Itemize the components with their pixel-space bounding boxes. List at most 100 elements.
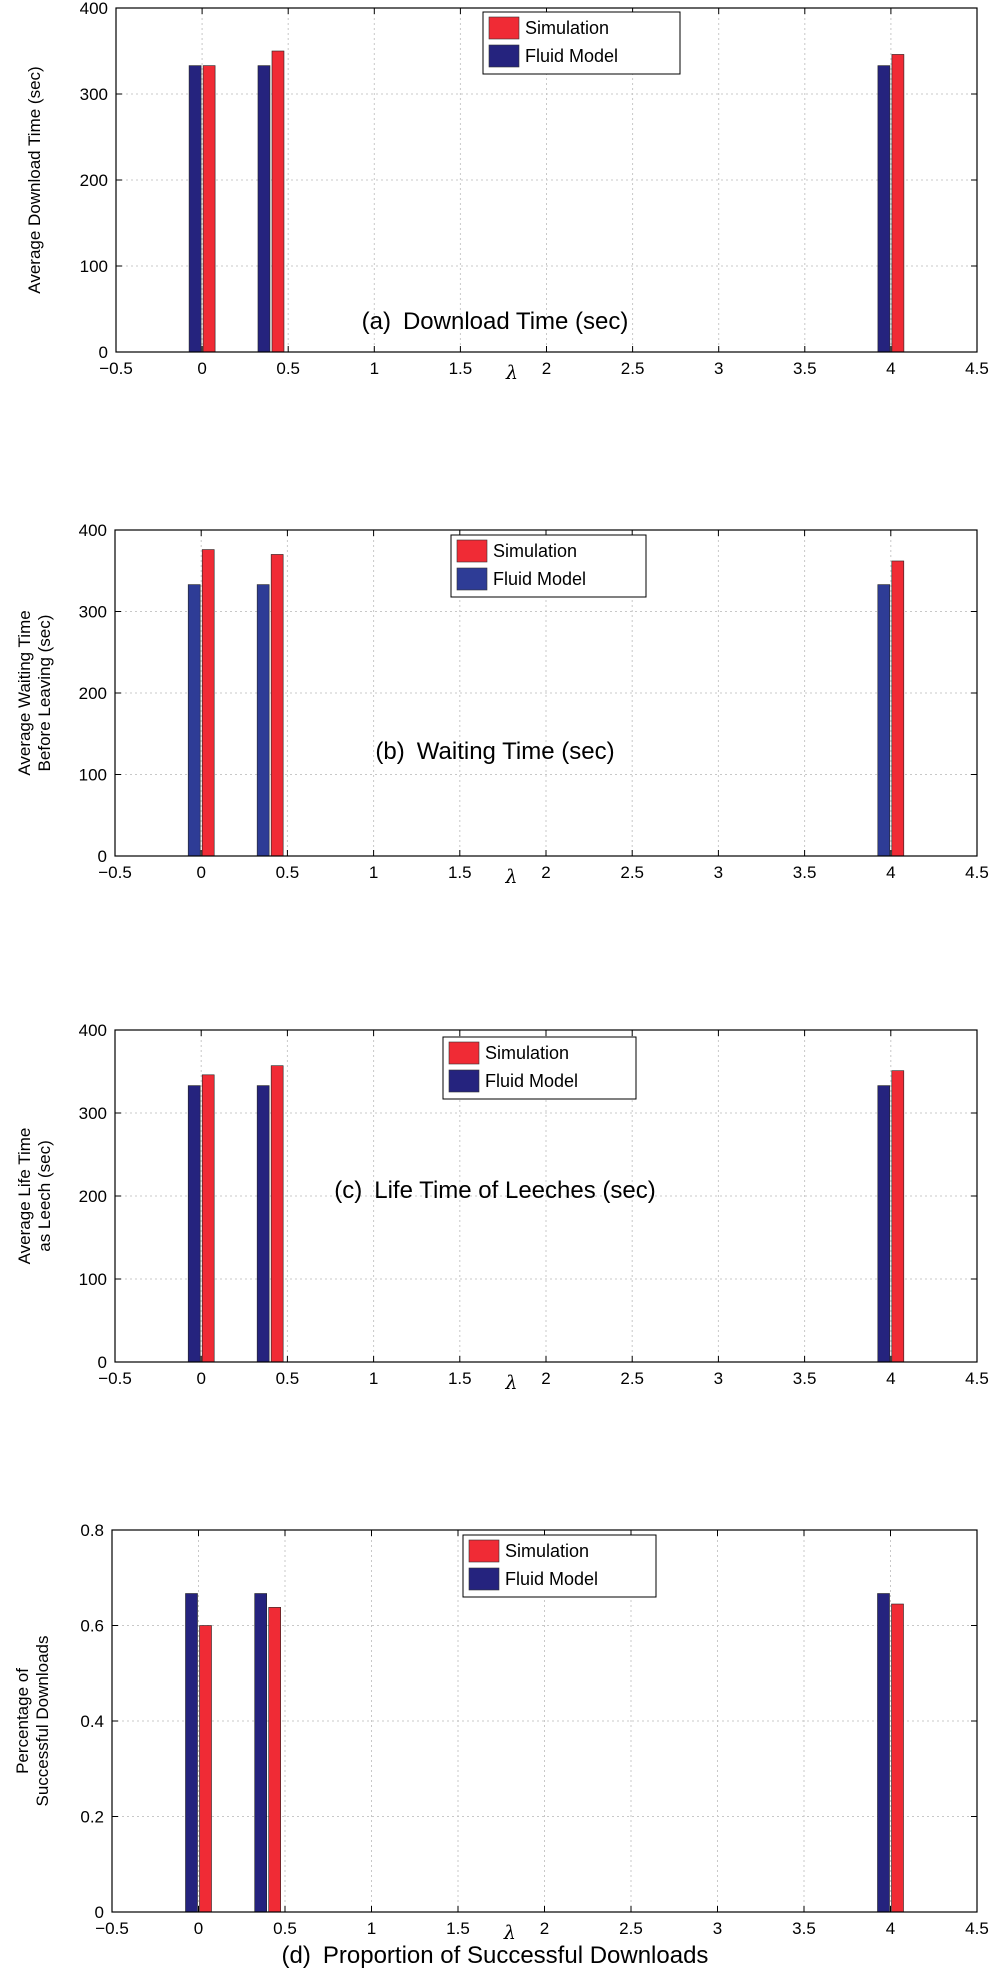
x-tick-label-d-2: 0.5 (273, 1919, 297, 1938)
x-tick-label-a-3: 1 (370, 359, 379, 378)
y-tick-label-d-1: 0.2 (80, 1808, 104, 1827)
caption-c-tag: (c) (334, 1177, 363, 1204)
y-tick-label-b-4: 400 (79, 521, 107, 540)
caption-d-tag: (d) (281, 1942, 311, 1969)
y-axis-label-b: Average Waiting TimeBefore Leaving (sec) (15, 610, 54, 775)
caption-a-text: Download Time (sec) (402, 308, 629, 335)
y-tick-label-b-1: 100 (79, 766, 107, 785)
x-tick-label-a-7: 3 (714, 359, 723, 378)
x-axis-label-c: λ (504, 1372, 517, 1394)
caption-d-text: Proportion of Successful Downloads (322, 1942, 709, 1969)
x-axis-label-a: λ (505, 362, 518, 384)
x-tick-label-a-1: 0 (197, 359, 206, 378)
x-tick-label-c-1: 0 (196, 1369, 205, 1388)
x-tick-label-c-5: 2 (541, 1369, 550, 1388)
x-axis-label-d: λ (503, 1922, 516, 1944)
bar-d-simulation-1 (268, 1607, 282, 1913)
y-tick-label-c-1: 100 (79, 1270, 107, 1289)
y-tick-label-b-0: 0 (98, 847, 107, 866)
x-tick-label-d-4: 1.5 (446, 1919, 470, 1938)
x-tick-label-d-8: 3.5 (792, 1919, 816, 1938)
y-axis-label-line-a-0: Average Download Time (sec) (25, 66, 44, 293)
x-tick-label-d-9: 4 (886, 1919, 895, 1938)
x-tick-label-a-9: 4 (886, 359, 895, 378)
y-axis-label-d: Percentage ofSuccessful Downloads (13, 1635, 52, 1806)
bar-d-fluid-model-0 (185, 1593, 198, 1913)
y-tick-label-d-3: 0.6 (80, 1617, 104, 1636)
caption-c-text: Life Time of Leeches (sec) (374, 1177, 656, 1204)
caption-b-text: Waiting Time (sec) (416, 738, 615, 765)
caption-d: (d) Proportion of Successful Downloads (0, 1942, 990, 1970)
x-tick-label-b-0: −0.5 (98, 863, 132, 882)
y-tick-label-b-2: 200 (79, 684, 107, 703)
bar-d-simulation-2 (891, 1603, 904, 1913)
x-tick-label-b-7: 3 (714, 863, 723, 882)
legend-swatch-c-fluid-model (448, 1069, 480, 1093)
x-tick-label-b-2: 0.5 (276, 863, 300, 882)
legend-label-c-fluid-model: Fluid Model (485, 1071, 578, 1091)
x-tick-label-d-7: 3 (713, 1919, 722, 1938)
legend-swatch-d-fluid-model (468, 1567, 500, 1591)
y-axis-label-c: Average Life Timeas Leech (sec) (15, 1128, 54, 1265)
legend-swatch-d-simulation (468, 1539, 500, 1563)
x-tick-label-c-7: 3 (714, 1369, 723, 1388)
x-tick-label-a-0: −0.5 (99, 359, 133, 378)
x-tick-label-d-5: 2 (540, 1919, 549, 1938)
x-tick-label-d-10: 4.5 (965, 1919, 989, 1938)
legend-swatch-a-simulation (488, 16, 520, 40)
legend-label-a-simulation: Simulation (525, 18, 609, 38)
y-tick-label-a-2: 200 (80, 171, 108, 190)
y-tick-label-d-0: 0 (95, 1903, 104, 1922)
y-tick-label-a-3: 300 (80, 85, 108, 104)
y-tick-label-d-4: 0.8 (80, 1521, 104, 1540)
x-tick-label-c-4: 1.5 (448, 1369, 472, 1388)
x-tick-label-b-6: 2.5 (620, 863, 644, 882)
y-axis-label-a: Average Download Time (sec) (25, 66, 44, 293)
legend-c: Simulation Fluid Model (442, 1036, 637, 1100)
y-axis-label-line-d-1: Successful Downloads (33, 1635, 52, 1806)
legend-label-d-fluid-model: Fluid Model (505, 1569, 598, 1589)
x-tick-label-b-9: 4 (886, 863, 895, 882)
legend-d: Simulation Fluid Model (462, 1534, 657, 1598)
y-tick-label-a-1: 100 (80, 257, 108, 276)
x-tick-label-b-10: 4.5 (965, 863, 989, 882)
y-axis-label-line-b-0: Average Waiting Time (15, 610, 34, 775)
bar-d-fluid-model-1 (254, 1593, 267, 1913)
x-tick-label-d-0: −0.5 (95, 1919, 129, 1938)
x-tick-label-c-9: 4 (886, 1369, 895, 1388)
x-tick-label-c-8: 3.5 (793, 1369, 817, 1388)
caption-b-tag: (b) (375, 738, 405, 765)
x-tick-label-b-4: 1.5 (448, 863, 472, 882)
y-tick-label-a-0: 0 (99, 343, 108, 362)
x-tick-label-b-3: 1 (369, 863, 378, 882)
legend-swatch-b-simulation (456, 539, 488, 563)
x-tick-label-b-8: 3.5 (793, 863, 817, 882)
caption-b: (b) Waiting Time (sec) (0, 738, 990, 766)
x-tick-label-a-2: 0.5 (276, 359, 300, 378)
x-tick-label-c-2: 0.5 (276, 1369, 300, 1388)
caption-c: (c) Life Time of Leeches (sec) (0, 1177, 990, 1205)
x-tick-label-a-6: 2.5 (621, 359, 645, 378)
legend-b: Simulation Fluid Model (450, 534, 647, 598)
y-axis-label-line-c-0: Average Life Time (15, 1128, 34, 1265)
x-axis-label-b: λ (504, 866, 517, 888)
x-tick-label-c-10: 4.5 (965, 1369, 989, 1388)
legend-swatch-a-fluid-model (488, 44, 520, 68)
legend-a: Simulation Fluid Model (482, 11, 681, 75)
legend-label-d-simulation: Simulation (505, 1541, 589, 1561)
x-tick-label-b-1: 0 (196, 863, 205, 882)
y-tick-label-a-4: 400 (80, 0, 108, 18)
x-tick-label-a-5: 2 (542, 359, 551, 378)
x-tick-label-a-4: 1.5 (449, 359, 473, 378)
bar-d-fluid-model-2 (877, 1593, 890, 1913)
y-axis-label-line-b-1: Before Leaving (sec) (35, 615, 54, 772)
y-tick-label-c-0: 0 (98, 1353, 107, 1372)
x-tick-label-d-6: 2.5 (619, 1919, 643, 1938)
x-tick-label-d-1: 0 (194, 1919, 203, 1938)
y-axis-label-line-c-1: as Leech (sec) (35, 1140, 54, 1252)
legend-label-b-fluid-model: Fluid Model (493, 569, 586, 589)
caption-a-tag: (a) (361, 308, 391, 335)
y-tick-label-d-2: 0.4 (80, 1712, 104, 1731)
